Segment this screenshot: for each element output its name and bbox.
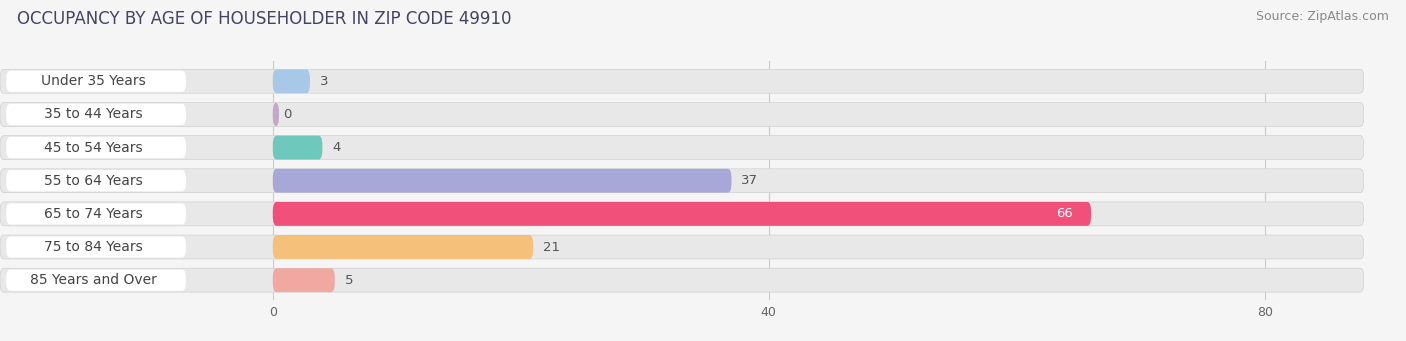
Text: 66: 66 <box>1056 207 1073 220</box>
Text: 75 to 84 Years: 75 to 84 Years <box>44 240 142 254</box>
Text: 5: 5 <box>344 274 353 287</box>
Text: 35 to 44 Years: 35 to 44 Years <box>44 107 142 121</box>
Text: Source: ZipAtlas.com: Source: ZipAtlas.com <box>1256 10 1389 23</box>
Text: 45 to 54 Years: 45 to 54 Years <box>44 140 142 154</box>
FancyBboxPatch shape <box>0 103 1364 127</box>
FancyBboxPatch shape <box>0 169 1364 193</box>
Text: 37: 37 <box>741 174 758 187</box>
Text: 3: 3 <box>321 75 329 88</box>
FancyBboxPatch shape <box>0 136 1364 160</box>
Text: Under 35 Years: Under 35 Years <box>41 74 145 88</box>
Text: 0: 0 <box>283 108 291 121</box>
Text: 21: 21 <box>543 240 560 254</box>
FancyBboxPatch shape <box>273 103 278 127</box>
FancyBboxPatch shape <box>6 104 186 125</box>
FancyBboxPatch shape <box>273 69 309 93</box>
FancyBboxPatch shape <box>273 268 335 292</box>
FancyBboxPatch shape <box>273 202 1091 226</box>
Text: OCCUPANCY BY AGE OF HOUSEHOLDER IN ZIP CODE 49910: OCCUPANCY BY AGE OF HOUSEHOLDER IN ZIP C… <box>17 10 512 28</box>
FancyBboxPatch shape <box>0 202 1364 226</box>
FancyBboxPatch shape <box>6 270 186 291</box>
FancyBboxPatch shape <box>273 136 322 160</box>
FancyBboxPatch shape <box>0 235 1364 259</box>
FancyBboxPatch shape <box>6 236 186 258</box>
FancyBboxPatch shape <box>6 203 186 224</box>
Text: 4: 4 <box>332 141 340 154</box>
FancyBboxPatch shape <box>273 169 731 193</box>
FancyBboxPatch shape <box>6 137 186 158</box>
Text: 85 Years and Over: 85 Years and Over <box>30 273 156 287</box>
FancyBboxPatch shape <box>0 268 1364 292</box>
Text: 65 to 74 Years: 65 to 74 Years <box>44 207 142 221</box>
FancyBboxPatch shape <box>6 170 186 191</box>
Text: 55 to 64 Years: 55 to 64 Years <box>44 174 142 188</box>
FancyBboxPatch shape <box>273 235 533 259</box>
FancyBboxPatch shape <box>6 71 186 92</box>
FancyBboxPatch shape <box>0 69 1364 93</box>
